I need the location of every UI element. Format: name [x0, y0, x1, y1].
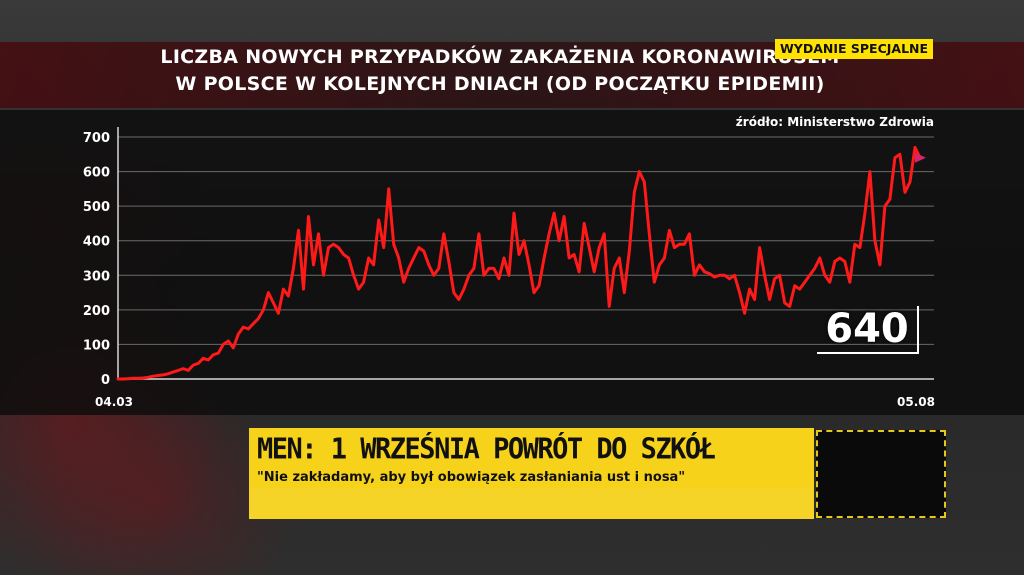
source-label: źródło: Ministerstwo Zdrowia [735, 115, 934, 129]
y-tick-label: 500 [83, 200, 110, 215]
grid-layer [117, 127, 934, 380]
series-end-marker [915, 152, 926, 163]
line-chart: 0 100 200 300 400 500 600 700 04.03 05.08 [83, 127, 935, 409]
x-tick-label: 04.03 [95, 395, 133, 409]
lower-third-subtitle: "Nie zakładamy, aby był obowiązek zasłan… [257, 470, 686, 485]
lower-third: MEN: 1 WRZEŚNIA POWRÓT DO SZKÓŁ "Nie zak… [249, 428, 814, 519]
y-tick-label: 700 [83, 131, 110, 146]
y-tick-label: 300 [83, 269, 110, 284]
y-tick-label: 200 [83, 304, 110, 319]
series-line [116, 145, 922, 381]
chart-panel: 0 100 200 300 400 500 600 700 04.03 05.08 [0, 110, 1024, 415]
channel-logo-box [816, 430, 946, 518]
tick-layer: 0 100 200 300 400 500 600 700 04.03 05.08 [83, 131, 935, 409]
y-tick-label: 100 [83, 338, 110, 353]
series-layer [116, 145, 926, 381]
latest-value-label: 640 [817, 306, 919, 354]
x-tick-label: 05.08 [897, 395, 935, 409]
y-tick-label: 600 [83, 166, 110, 181]
lower-third-headline: MEN: 1 WRZEŚNIA POWRÓT DO SZKÓŁ [257, 433, 716, 466]
lower-third-strip [249, 488, 814, 519]
special-edition-badge: WYDANIE SPECJALNE [775, 39, 934, 59]
y-tick-label: 400 [83, 235, 110, 250]
y-tick-label: 0 [101, 373, 110, 388]
